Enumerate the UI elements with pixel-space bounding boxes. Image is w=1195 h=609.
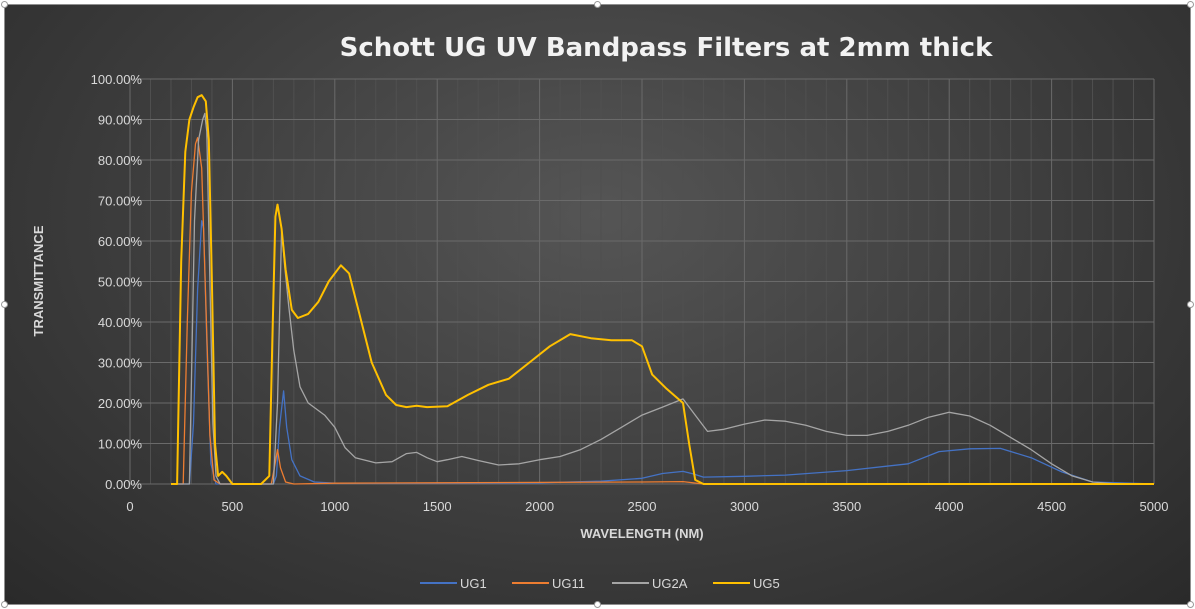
y-axis-ticks: 0.00% 10.00% 20.00% 30.00% 40.00% 50.00% 60.00… [91, 72, 143, 492]
x-tick-label: 4500 [1037, 499, 1066, 514]
y-tick-label: 10.00% [98, 437, 143, 452]
y-tick-label: 100.00% [91, 72, 143, 87]
y-tick-label: 30.00% [98, 356, 143, 371]
x-tick-label: 2000 [525, 499, 554, 514]
legend-label-ug2a: UG2A [652, 576, 688, 591]
chart-area[interactable] [4, 4, 1191, 605]
resize-handle-bottom[interactable] [594, 601, 601, 608]
legend-label-ug11: UG11 [552, 576, 585, 591]
x-tick-label: 2500 [628, 499, 657, 514]
x-tick-label: 0 [126, 499, 133, 514]
chart-title: Schott UG UV Bandpass Filters at 2mm thi… [340, 33, 993, 63]
y-axis-title: TRANSMITTANCE [31, 225, 46, 336]
series-line-ug11 [171, 137, 1154, 485]
resize-handle-right[interactable] [1187, 301, 1194, 308]
resize-handle-bottom-right[interactable] [1187, 601, 1194, 608]
x-tick-label: 1000 [320, 499, 349, 514]
y-tick-label: 90.00% [98, 113, 143, 128]
x-axis-title: WAVELENGTH (NM) [580, 526, 703, 541]
y-tick-label: 80.00% [98, 153, 143, 168]
resize-handle-top-right[interactable] [1187, 1, 1194, 8]
resize-handle-bottom-left[interactable] [1, 601, 8, 608]
plot-grid [129, 78, 1155, 485]
series-line-ug5 [171, 94, 1154, 485]
y-tick-label: 60.00% [98, 234, 143, 249]
x-tick-label: 1500 [423, 499, 452, 514]
x-axis-ticks: 0 500 1000 1500 2000 2500 3000 3500 4000 4500 5000 [126, 499, 1168, 514]
x-tick-label: 4000 [935, 499, 964, 514]
legend-label-ug5: UG5 [753, 576, 780, 591]
legend-label-ug1: UG1 [460, 576, 487, 591]
x-tick-label: 5000 [1140, 499, 1169, 514]
y-tick-label: 0.00% [105, 477, 142, 492]
y-tick-label: 70.00% [98, 194, 143, 209]
x-tick-label: 3000 [730, 499, 759, 514]
series-line-ug2a [171, 112, 1155, 485]
y-tick-label: 50.00% [98, 275, 143, 290]
resize-handle-left[interactable] [1, 301, 8, 308]
plot-series [171, 94, 1155, 485]
x-tick-label: 3500 [832, 499, 861, 514]
resize-handle-top-left[interactable] [1, 1, 8, 8]
resize-handle-top[interactable] [594, 1, 601, 8]
x-tick-label: 500 [222, 499, 244, 514]
legend: UG1 UG11 UG2A UG5 [420, 576, 780, 591]
y-tick-label: 40.00% [98, 315, 143, 330]
y-tick-label: 20.00% [98, 396, 143, 411]
